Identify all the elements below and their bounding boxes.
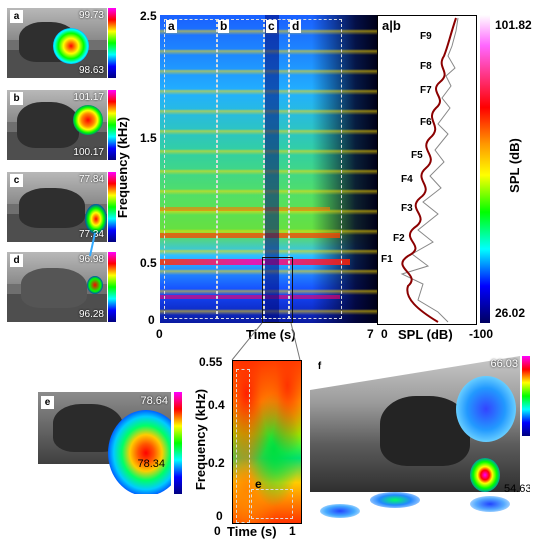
zoom-selection-box (262, 257, 293, 323)
zoom-spectrogram-plot: e (232, 360, 302, 524)
spectrum-raw-trace (400, 17, 459, 323)
harmonic-band-f2 (160, 233, 340, 238)
spectrum-panel-label: a|b (382, 18, 401, 33)
harmonic-f1: F1 (381, 254, 393, 265)
harmonic-band-low (160, 295, 340, 299)
thumbnail-panel-b: b 101.17 100.17 (7, 90, 107, 160)
segment-box-a (164, 19, 218, 319)
panel-f-letter: f (313, 360, 326, 373)
segment-box-d (288, 19, 342, 319)
harmonic-f5: F5 (411, 150, 423, 161)
panel-e: e 78.64 78.34 (38, 392, 171, 494)
zoom-y-tick-0-55: 0.55 (199, 355, 223, 369)
elephant-image (21, 268, 87, 308)
elephant-image (19, 188, 85, 228)
colorbar-a (108, 8, 116, 78)
min-value: 77.34 (78, 229, 104, 240)
colorbar-c (108, 172, 116, 242)
colorbar-b (108, 90, 116, 160)
spectrum-curve-svg (400, 17, 459, 323)
spectrum-smooth-curve (401, 17, 457, 323)
segment-box-c (264, 19, 290, 319)
panel-letter: c (10, 174, 23, 187)
max-value: 77.84 (78, 174, 104, 185)
colorbar-d (108, 252, 116, 322)
panel-e-heatmap (108, 410, 171, 494)
panel-f-heatmap-upper (456, 376, 516, 442)
panel-letter: a (10, 10, 23, 23)
harmonic-f2: F2 (393, 233, 405, 244)
panel-f-top-value: 66.03 (490, 358, 518, 370)
panel-e-mid-value: 78.34 (137, 458, 165, 470)
thumbnail-panel-c: c 77.84 77.34 (7, 172, 107, 242)
segment-label-b: b (218, 19, 230, 33)
panel-e-top-value: 78.64 (140, 395, 168, 407)
segment-label-a: a (166, 19, 177, 33)
y-tick-2-5: 2.5 (140, 9, 157, 23)
thumbnail-panel-d: d 96.98 96.28 (7, 252, 107, 322)
y-tick-0-5: 0.5 (140, 256, 157, 270)
harmonic-f7: F7 (420, 85, 432, 96)
panel-f-floor-blob-3 (470, 496, 510, 512)
thumbnail-panel-a: a 99.73 98.63 (7, 8, 107, 78)
x-tick-0: 0 (156, 327, 163, 341)
y-tick-1-5: 1.5 (140, 131, 157, 145)
zoom-y-axis-label: Frequency (kHz) (193, 388, 209, 491)
harmonic-f3: F3 (401, 203, 413, 214)
harmonic-f4: F4 (401, 174, 413, 185)
zoom-dash-box-1 (236, 369, 250, 523)
dark-gap (265, 15, 279, 323)
spectrum-panel: a|b F9 F8 F7 F6 F5 F4 F3 F2 F1 (377, 15, 477, 325)
panel-f-floor-blob-1 (320, 504, 360, 518)
panel-letter: d (10, 254, 23, 267)
zoom-inner-label-e: e (255, 477, 262, 491)
spl-colorbar (480, 15, 490, 323)
segment-label-c: c (266, 19, 277, 33)
zoom-dash-box-e (251, 489, 293, 519)
harmonic-f6: F6 (420, 117, 432, 128)
zoom-y-tick-0-4: 0.4 (208, 398, 225, 412)
segment-box-b (216, 19, 264, 319)
heatmap-spot (85, 204, 107, 234)
zoom-y-tick-0-2: 0.2 (208, 456, 225, 470)
spl-colorbar-max: 101.82 (495, 18, 532, 32)
heatmap-spot (53, 28, 89, 64)
heatmap-spot (87, 276, 103, 294)
min-value: 100.17 (73, 147, 104, 158)
y-tick-0: 0 (148, 313, 155, 327)
harmonic-f9: F9 (420, 31, 432, 42)
panel-e-letter: e (41, 396, 54, 409)
panel-f: f 66.03 54.63 (310, 356, 530, 526)
min-value: 96.28 (78, 309, 104, 320)
panel-f-mid-value: 54.63 (504, 483, 530, 495)
panel-e-colorbar (174, 392, 182, 494)
max-value: 96.98 (78, 254, 104, 265)
harmonic-f8: F8 (420, 61, 432, 72)
max-value: 99.73 (78, 10, 104, 21)
heatmap-spot (73, 105, 103, 135)
harmonic-band-f1 (160, 259, 350, 265)
spectrum-x-tick-100: -100 (469, 327, 494, 341)
max-value: 101.17 (73, 92, 104, 103)
spectrogram-x-axis-label: Time (s) (246, 327, 296, 342)
spectrum-x-axis-label: SPL (dB) (398, 327, 453, 342)
zoom-y-tick-0: 0 (216, 509, 223, 523)
panel-letter: b (10, 92, 23, 105)
spectrogram-plot: a b c d (160, 15, 377, 323)
zoom-x-axis-label: Time (s) (227, 524, 277, 539)
zoom-x-tick-1: 1 (289, 524, 296, 538)
zoom-x-tick-0: 0 (214, 524, 221, 538)
panel-f-floor-blob-2 (370, 492, 420, 508)
segment-label-d: d (290, 19, 302, 33)
elephant-image (17, 102, 79, 148)
panel-f-elephant (380, 396, 470, 466)
panel-f-heatmap-hotspot (470, 458, 500, 492)
panel-f-colorbar (522, 356, 530, 436)
x-tick-7: 7 (367, 327, 374, 341)
spl-colorbar-min: 26.02 (495, 306, 526, 320)
min-value: 98.63 (78, 65, 104, 76)
harmonic-band-f3 (160, 207, 330, 211)
spectrum-x-tick-0: 0 (381, 327, 388, 341)
